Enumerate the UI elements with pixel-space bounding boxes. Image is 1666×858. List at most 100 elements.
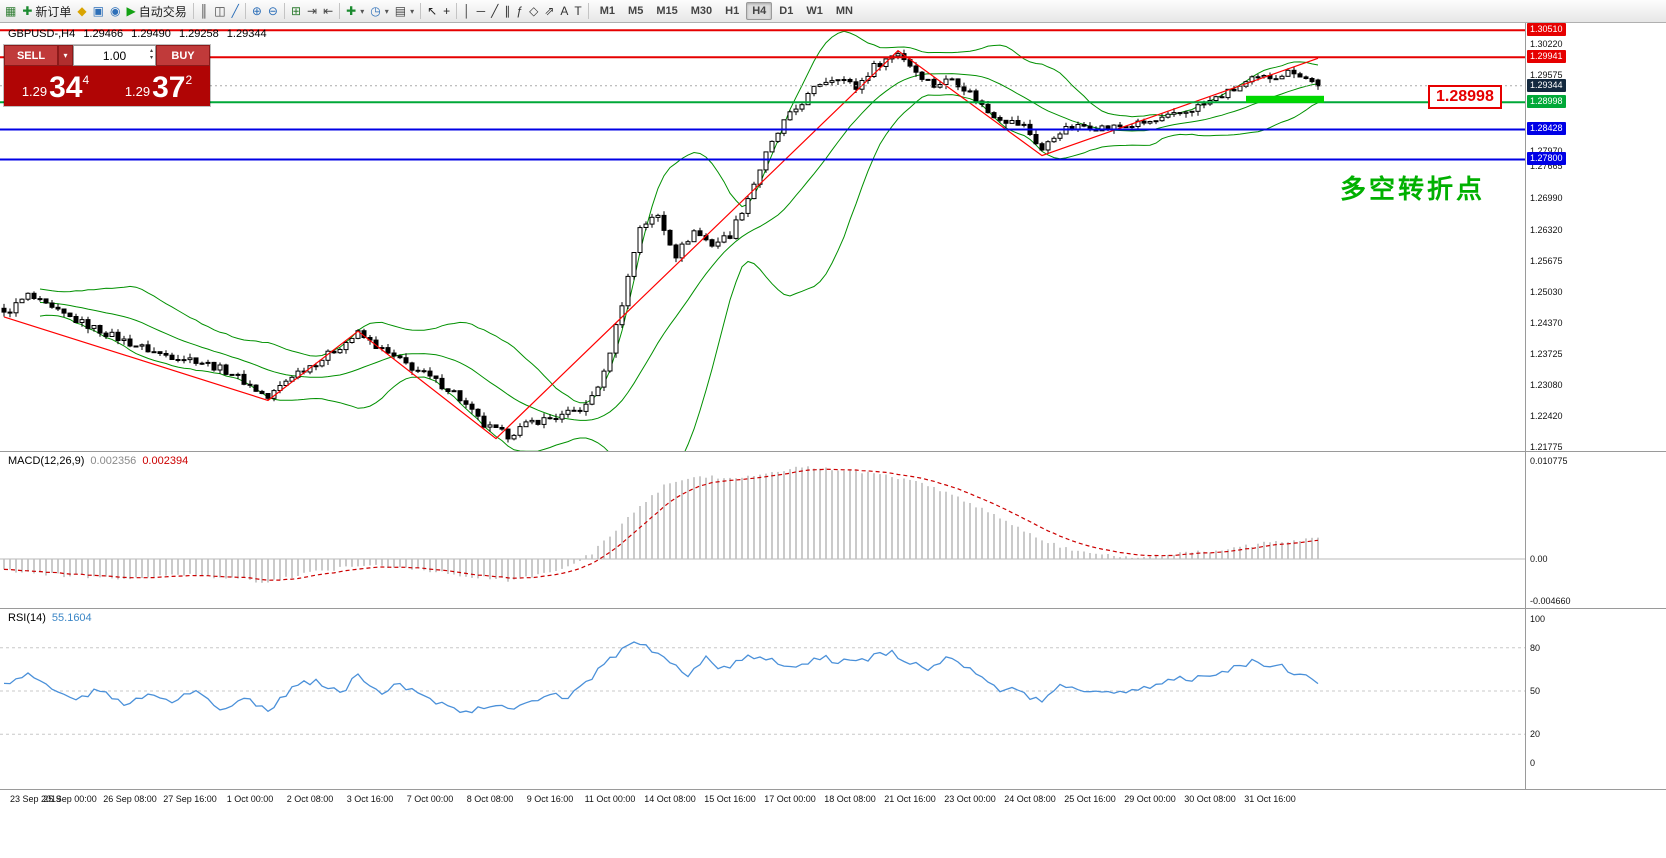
chart-candles-icon: ◫: [214, 4, 226, 18]
cursor-icon: ↖: [427, 4, 438, 18]
volume-input[interactable]: 1.00 ▴ ▾: [73, 45, 156, 66]
shapes-button[interactable]: ◇: [526, 2, 541, 21]
toolbar-separator: [244, 3, 246, 19]
timeframe-m5-button[interactable]: M5: [628, 5, 644, 17]
spinner-up-icon: ▴: [149, 48, 153, 54]
timeframe-d1-button[interactable]: D1: [779, 5, 794, 17]
time-label: 25 Oct 16:00: [1064, 794, 1116, 804]
macd-tick: 0.00: [1530, 554, 1548, 564]
price-axis[interactable]: 1.30220 1.29575 1.27970 1.27665 1.26990 1.263…: [1526, 23, 1666, 452]
price-line-label: 1.27800: [1527, 152, 1566, 166]
text-label-button[interactable]: T: [571, 2, 584, 21]
timeframe-m30-button[interactable]: M30: [690, 5, 713, 17]
price-tick: 1.27665: [1530, 160, 1563, 171]
price-line-label: 1.28428: [1527, 122, 1566, 136]
templates-button[interactable]: ▤ ▾: [392, 2, 417, 21]
crosshair-button[interactable]: +: [440, 2, 453, 21]
horizontal-line-button[interactable]: ─: [474, 2, 489, 21]
chevron-down-icon: ▾: [360, 6, 365, 16]
current-price-label: 1.29344: [1527, 78, 1566, 92]
timeframe-mn-button[interactable]: MN: [835, 5, 853, 17]
new-chart-button[interactable]: ▦: [2, 2, 19, 21]
chart-bars-button[interactable]: ║: [197, 2, 212, 21]
chart-line-button[interactable]: ╱: [229, 2, 242, 21]
new-order-icon: ✚: [22, 4, 33, 18]
chart-workspace[interactable]: 1.30220 1.29575 1.27970 1.27665 1.26990 1.263…: [0, 23, 1666, 858]
chart-candles-button[interactable]: ◫: [211, 2, 228, 21]
timeframe-h1-button[interactable]: H1: [725, 5, 740, 17]
auto-scroll-icon: ⇥: [307, 4, 318, 18]
time-label: 21 Oct 16:00: [884, 794, 936, 804]
crosshair-icon: +: [443, 4, 451, 18]
rsi-name: RSI(14): [8, 612, 46, 624]
new-order-button[interactable]: ✚ 新订单: [19, 2, 74, 21]
metaeditor-icon: ◆: [77, 4, 87, 18]
zoom-in-button[interactable]: ⊕: [249, 2, 265, 21]
order-type-dropdown[interactable]: ▾: [58, 45, 73, 66]
timeframe-m15-button[interactable]: M15: [656, 5, 678, 17]
volume-value: 1.00: [102, 48, 127, 63]
toolbar-separator: [420, 3, 422, 19]
chart-shift-button[interactable]: ⇤: [320, 2, 336, 21]
time-label: 18 Oct 08:00: [824, 794, 876, 804]
price-axis-separator: [1525, 23, 1526, 789]
turning-point-note: 多空转折点: [1340, 174, 1486, 204]
equidistant-channel-icon: ∥: [504, 4, 511, 18]
metaeditor-button[interactable]: ◆: [74, 2, 89, 21]
timeframe-group: M1 M5 M15 M30 H1 H4 D1 W1 MN: [594, 2, 859, 20]
timeframe-h4-button[interactable]: H4: [746, 2, 773, 20]
volume-spinner[interactable]: ▴ ▾: [150, 48, 153, 62]
arrows-button[interactable]: ⇗: [541, 2, 557, 21]
price-tick: 1.24370: [1530, 318, 1563, 329]
rsi-indicator-panel[interactable]: [0, 608, 1525, 789]
high-value: 1.29490: [131, 28, 171, 40]
sell-button[interactable]: SELL: [4, 45, 58, 66]
bid-price[interactable]: 1.29 34 4: [21, 71, 90, 104]
symbol-period-label: GBPUSD-,H4: [8, 28, 76, 40]
shapes-icon: ◇: [529, 4, 539, 18]
text-button[interactable]: A: [557, 2, 571, 21]
timeframe-m1-button[interactable]: M1: [599, 5, 616, 17]
market-watch-icon: ▣: [92, 4, 104, 18]
fibonacci-retracement-button[interactable]: ƒ: [513, 2, 526, 21]
time-label: 29 Oct 00:00: [1124, 794, 1176, 804]
market-watch-button[interactable]: ▣: [90, 2, 107, 21]
new-chart-icon: ▦: [5, 4, 17, 18]
navigator-button[interactable]: ◉: [107, 2, 123, 21]
macd-main-value: 0.002356: [90, 455, 137, 467]
text-label-icon: T: [574, 4, 582, 18]
macd-indicator-panel[interactable]: [0, 451, 1525, 608]
time-label: 7 Oct 00:00: [406, 794, 454, 804]
chevron-down-icon: ▾: [384, 6, 389, 16]
text-icon: A: [560, 4, 569, 18]
rsi-tick: 80: [1530, 642, 1541, 653]
tile-windows-button[interactable]: ⊞: [288, 2, 304, 21]
main-price-chart[interactable]: [0, 23, 1525, 451]
zoom-out-button[interactable]: ⊖: [265, 2, 281, 21]
panel-separator[interactable]: [0, 608, 1666, 609]
price-tick: 1.26990: [1530, 193, 1563, 204]
time-axis[interactable]: 23 Sep 2019 25 Sep 00:00 26 Sep 08:00 27 Se…: [0, 789, 1666, 817]
macd-axis[interactable]: 0.010775 0.00 -0.004660: [1526, 451, 1666, 608]
buy-button[interactable]: BUY: [156, 45, 210, 66]
fibonacci-retracement-icon: ƒ: [516, 4, 524, 18]
time-label: 3 Oct 16:00: [346, 794, 394, 804]
autotrading-icon: ▶: [126, 4, 136, 18]
auto-scroll-button[interactable]: ⇥: [304, 2, 320, 21]
trendline-button[interactable]: ╱: [488, 2, 501, 21]
toolbar-separator: [339, 3, 341, 19]
vertical-line-button[interactable]: │: [460, 2, 474, 21]
spinner-down-icon: ▾: [149, 55, 153, 61]
price-callout-label[interactable]: 1.28998: [1428, 85, 1502, 109]
equidistant-channel-button[interactable]: ∥: [501, 2, 513, 21]
rsi-axis[interactable]: 100 80 50 20 0: [1526, 608, 1666, 789]
indicators-button[interactable]: ✚ ▾: [343, 2, 367, 21]
timeframe-w1-button[interactable]: W1: [806, 5, 823, 17]
time-label: 25 Sep 00:00: [43, 794, 97, 804]
chevron-down-icon: ▾: [63, 51, 68, 60]
ask-price[interactable]: 1.29 37 2: [124, 71, 193, 104]
cursor-button[interactable]: ↖: [424, 2, 440, 21]
autotrading-button[interactable]: ▶ 自动交易: [123, 2, 189, 21]
periods-button[interactable]: ◷ ▾: [367, 2, 392, 21]
panel-separator[interactable]: [0, 451, 1666, 452]
